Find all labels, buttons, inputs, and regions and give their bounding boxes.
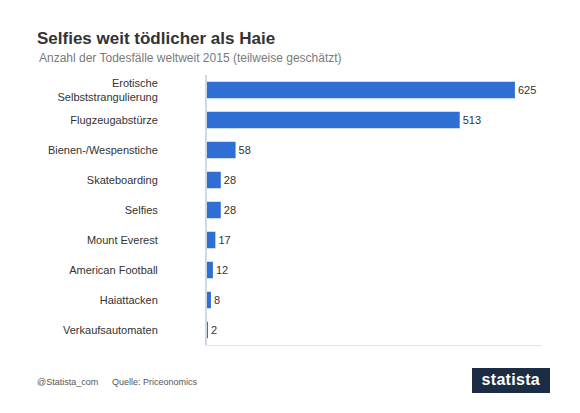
svg-text:8: 8 [214,294,220,306]
svg-text:513: 513 [463,114,481,126]
svg-text:17: 17 [218,234,230,246]
svg-text:58: 58 [239,144,251,156]
svg-text:28: 28 [224,174,236,186]
svg-text:American Football: American Football [69,264,158,276]
html-text:Quelle: Priceonomics: Quelle: Priceonomics [112,377,197,387]
svg-text:Mount Everest: Mount Everest [87,234,158,246]
svg-text:Anzahl der Todesfälle weltweit: Anzahl der Todesfälle weltweit 2015 (tei… [39,51,342,65]
svg-text:Haiattacken: Haiattacken [100,294,158,306]
svg-text:Verkaufsautomaten: Verkaufsautomaten [63,324,158,336]
svg-text:Bienen-/Wespenstiche: Bienen-/Wespenstiche [48,144,158,156]
html-text:statista: statista [481,371,540,388]
html-text:@Statista_com: @Statista_com [37,377,99,387]
svg-text:625: 625 [518,84,536,96]
svg-text:Skateboarding: Skateboarding [87,174,158,186]
svg-text:Selfies weit tödlicher als Hai: Selfies weit tödlicher als Haie [37,29,275,48]
svg-text:12: 12 [216,264,228,276]
svg-text:Flugzeugabstürze: Flugzeugabstürze [70,114,157,126]
svg-text:28: 28 [224,204,236,216]
svg-text:Selfies: Selfies [125,204,159,216]
svg-text:2: 2 [211,324,217,336]
svg-text:ErotischeSelbststrangulierung: ErotischeSelbststrangulierung [58,77,158,103]
